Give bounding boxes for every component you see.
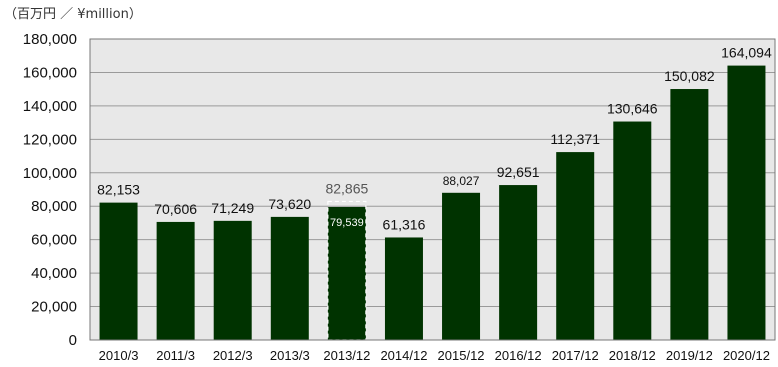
bar-value-label: 88,027 [443,174,480,188]
bar [442,192,481,340]
bar [384,237,423,340]
x-tick-label: 2013/12 [323,348,370,363]
y-tick-label: 0 [69,332,77,349]
y-tick-label: 160,000 [23,64,77,81]
bar-value-label: 70,606 [154,201,197,217]
y-tick-label: 80,000 [31,198,77,215]
x-tick-label: 2018/12 [609,348,656,363]
bar-value-label: 71,249 [211,200,254,216]
x-tick-label: 2017/12 [552,348,599,363]
bar [270,216,309,340]
bar [670,89,709,340]
plot-border [89,38,776,341]
bar [727,65,766,341]
x-tick-label: 2011/3 [156,348,195,363]
y-tick-label: 120,000 [23,131,77,148]
y-tick-label: 180,000 [23,31,77,48]
x-tick-label: 2013/3 [270,348,310,363]
x-tick-label: 2010/3 [99,348,139,363]
bar-value-label: 79,539 [330,217,364,229]
bar [499,185,538,340]
x-tick-label: 2016/12 [495,348,542,363]
bar-value-label: 92,651 [497,164,540,180]
bar-dashed-outline [327,200,367,341]
bar-value-label: 130,646 [607,101,658,117]
bar [99,202,138,340]
bar-value-label: 150,082 [664,68,715,84]
y-tick-label: 40,000 [31,265,77,282]
bar [213,220,252,340]
annotation-value-label: 82,865 [325,180,368,196]
x-tick-label: 2019/12 [666,348,713,363]
y-tick-label: 60,000 [31,232,77,249]
y-tick-label: 20,000 [31,299,77,316]
y-tick-label: 100,000 [23,165,77,182]
bar-value-label: 61,316 [383,216,426,232]
bar [613,121,652,340]
x-tick-label: 2015/12 [438,348,485,363]
x-tick-label: 2014/12 [380,348,427,363]
y-tick-label: 140,000 [23,98,77,115]
bar [156,221,195,340]
x-tick-label: 2012/3 [213,348,253,363]
bar [327,206,366,340]
unit-label: （百万円 ／ ¥million） [4,7,142,22]
bar-value-label: 112,371 [550,131,600,147]
bar-value-label: 73,620 [268,196,311,212]
x-tick-label: 2020/12 [723,348,770,363]
bar-value-label: 82,153 [97,182,140,198]
bar-value-label: 164,094 [721,45,772,61]
bar [556,152,595,340]
